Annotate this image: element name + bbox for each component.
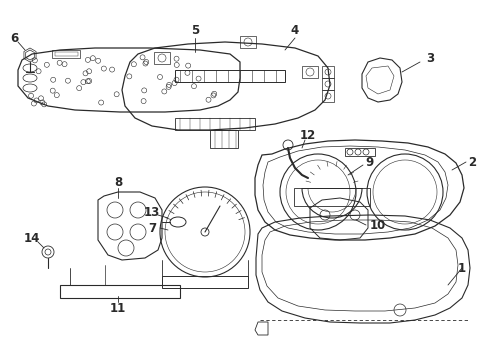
Text: 12: 12: [299, 129, 315, 141]
Text: 2: 2: [467, 156, 475, 168]
Text: 13: 13: [143, 206, 160, 219]
Text: 10: 10: [369, 219, 386, 231]
Circle shape: [201, 228, 208, 236]
Circle shape: [45, 249, 51, 255]
Text: 4: 4: [290, 23, 299, 36]
Text: 11: 11: [110, 302, 126, 315]
Text: 8: 8: [114, 176, 122, 189]
Text: 6: 6: [10, 32, 18, 45]
Text: 1: 1: [457, 261, 465, 274]
Text: 7: 7: [148, 221, 156, 234]
Text: 14: 14: [24, 231, 40, 244]
Text: 9: 9: [365, 156, 373, 168]
Text: 3: 3: [425, 51, 433, 64]
Text: 5: 5: [190, 23, 199, 36]
